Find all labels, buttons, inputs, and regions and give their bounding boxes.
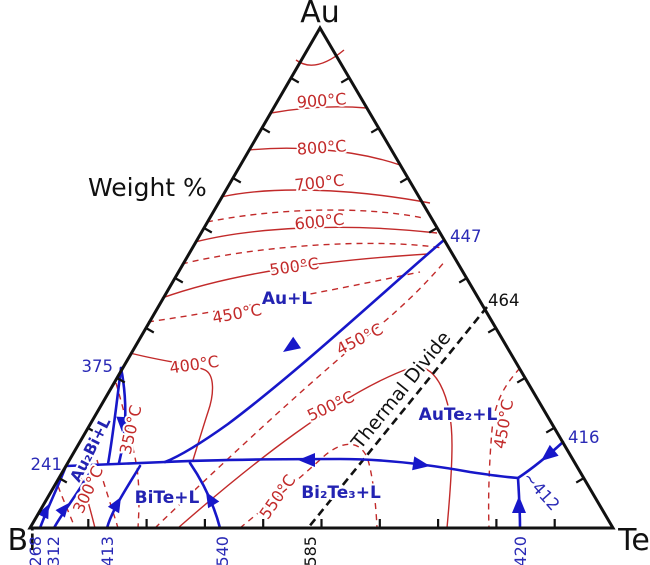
boundary-peritectic-horizontal (64, 457, 520, 480)
boundary-312-branch (52, 467, 94, 530)
arrow-268-branch (37, 504, 49, 520)
base-point-420: 420 (511, 536, 530, 565)
edge-point-375: 375 (82, 357, 114, 376)
isotherm-500-dome (177, 366, 453, 529)
left-edge-ticks (58, 77, 300, 484)
arrow-447-line (283, 336, 302, 352)
point-412: ~412 (519, 468, 563, 514)
isotherm-label-450-upper: 450°C (211, 300, 263, 327)
arrow-au2bi-strip (116, 416, 130, 432)
base-point-413: 413 (98, 536, 117, 565)
edge-point-464: 464 (488, 291, 520, 310)
isotherm-550-arch-dashed (239, 443, 378, 529)
isotherm-label-900: 900°C (296, 89, 347, 111)
corner-label-au: Au (300, 0, 340, 30)
isotherm-400 (129, 352, 214, 461)
isotherm-label-800: 800°C (296, 136, 347, 158)
boundary-au2bi-left (106, 366, 123, 466)
isotherm-800 (248, 147, 401, 166)
isotherm-label-550: 550°C (255, 471, 299, 523)
isotherm-300 (77, 467, 96, 529)
edge-point-416: 416 (568, 428, 600, 447)
base-point-268: 268 (26, 536, 45, 565)
isotherm-450-right-dashed (487, 367, 521, 529)
phase-label-bi2te3-l: Bi₂Te₃+L (301, 483, 381, 503)
arrow-horizontal-left (298, 453, 315, 467)
isotherm-450-diagonal-dashed (154, 259, 447, 529)
corner-labels: Au Bi Te (8, 0, 650, 558)
isotherm-700 (220, 189, 431, 204)
arrow-540-branch (206, 492, 220, 509)
isotherm-curves-solid (77, 49, 453, 529)
isotherm-350-dashed (115, 382, 140, 529)
arrow-416-branch (541, 444, 559, 461)
right-edge-ticks (340, 77, 585, 484)
baseline-point-labels: 268 312 413 540 585 420 (26, 536, 530, 565)
arrow-horizontal-right (412, 456, 430, 471)
corner-label-bi: Bi (8, 523, 37, 558)
phase-label-aute2-l: AuTe₂+L (419, 405, 498, 425)
corner-label-te: Te (617, 523, 650, 558)
triangle-frame (27, 25, 616, 530)
edge-point-241: 241 (31, 455, 63, 474)
boundary-416-branch (516, 440, 565, 480)
phase-label-bite-l: BiTe+L (135, 488, 200, 508)
weight-percent-label: Weight % (88, 173, 207, 202)
isotherm-curves-dashed (57, 209, 521, 529)
isotherm-label-600: 600°C (294, 209, 345, 233)
arrow-413-branch (107, 497, 121, 514)
isotherm-650-dashed (206, 209, 424, 223)
boundary-447-main (163, 238, 446, 464)
isotherm-label-450-mid: 450°C (333, 319, 386, 359)
base-point-540: 540 (213, 536, 232, 565)
phase-label-au-l: Au+L (262, 289, 313, 309)
isotherm-label-500-upper: 500°C (268, 254, 320, 280)
isotherm-label-500-dome: 500°C (304, 387, 357, 425)
isotherm-900 (270, 106, 368, 114)
isotherm-600 (194, 226, 438, 243)
isotherm-450-upper-dashed (147, 271, 421, 323)
isotherm-550-upper-dashed (181, 242, 443, 265)
arrow-312-branch (55, 503, 69, 518)
base-point-585: 585 (301, 536, 320, 565)
boundary-au2bi-right (117, 366, 127, 465)
bottom-edge-ticks (87, 519, 556, 528)
edge-point-447: 447 (450, 227, 482, 246)
flow-arrows (37, 336, 559, 520)
isotherm-label-400: 400°C (168, 352, 220, 378)
arrow-420-branch (512, 496, 526, 513)
isotherm-325-dashed (96, 459, 119, 529)
base-point-312: 312 (44, 536, 63, 565)
thermal-divide-line (306, 306, 489, 529)
isotherm-label-350: 350°C (116, 403, 146, 456)
isotherm-500-upper (161, 253, 429, 299)
